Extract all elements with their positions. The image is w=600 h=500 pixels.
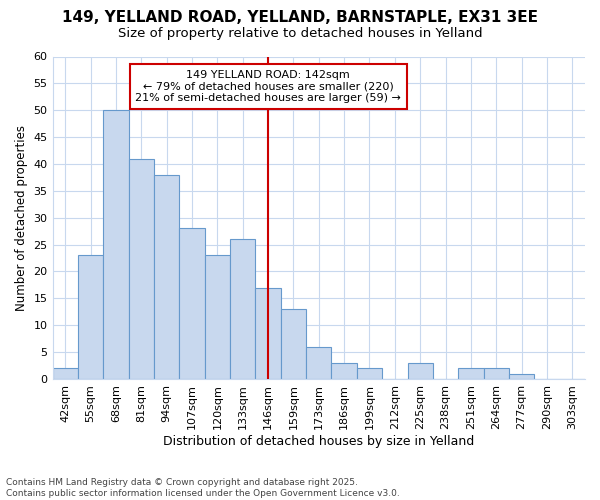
Bar bbox=[357, 368, 382, 379]
Bar bbox=[281, 309, 306, 379]
Bar bbox=[53, 368, 78, 379]
Bar bbox=[205, 256, 230, 379]
Bar bbox=[128, 158, 154, 379]
Text: Contains HM Land Registry data © Crown copyright and database right 2025.
Contai: Contains HM Land Registry data © Crown c… bbox=[6, 478, 400, 498]
Bar bbox=[306, 346, 331, 379]
X-axis label: Distribution of detached houses by size in Yelland: Distribution of detached houses by size … bbox=[163, 434, 475, 448]
Bar bbox=[103, 110, 128, 379]
Text: Size of property relative to detached houses in Yelland: Size of property relative to detached ho… bbox=[118, 28, 482, 40]
Bar bbox=[154, 174, 179, 379]
Bar bbox=[78, 256, 103, 379]
Bar bbox=[509, 374, 534, 379]
Text: 149, YELLAND ROAD, YELLAND, BARNSTAPLE, EX31 3EE: 149, YELLAND ROAD, YELLAND, BARNSTAPLE, … bbox=[62, 10, 538, 25]
Bar bbox=[458, 368, 484, 379]
Bar bbox=[230, 239, 256, 379]
Text: 149 YELLAND ROAD: 142sqm
← 79% of detached houses are smaller (220)
21% of semi-: 149 YELLAND ROAD: 142sqm ← 79% of detach… bbox=[135, 70, 401, 103]
Bar bbox=[331, 363, 357, 379]
Y-axis label: Number of detached properties: Number of detached properties bbox=[15, 124, 28, 310]
Bar bbox=[484, 368, 509, 379]
Bar bbox=[179, 228, 205, 379]
Bar bbox=[256, 288, 281, 379]
Bar bbox=[407, 363, 433, 379]
